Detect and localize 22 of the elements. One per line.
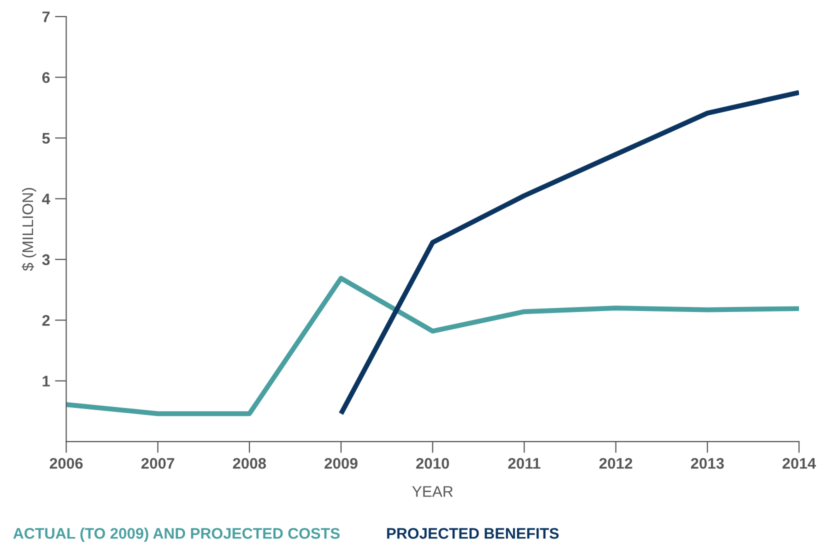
x-tick-label: 2010 [416, 458, 449, 469]
y-tick-label: 3 [42, 254, 50, 266]
y-tick-label: 5 [42, 133, 50, 144]
x-tick-label: 2007 [141, 458, 174, 469]
y-tick-label: 6 [42, 72, 50, 83]
text: ACTUAL (TO 2009) AND PROJECTED COSTS [13, 528, 340, 542]
x-tick-label: 2006 [50, 458, 83, 469]
line-series [338, 90, 800, 416]
line-series [66, 276, 800, 416]
x-tick-label: 2009 [324, 458, 358, 469]
y-tick-label: 4 [42, 194, 50, 204]
x-tick-label: 2011 [508, 458, 540, 469]
x-tick-label: 2014 [782, 458, 816, 469]
x-axis-title: YEAR [412, 486, 453, 497]
x-tick-label: 2012 [599, 458, 632, 469]
text: PROJECTED BENEFITS [387, 528, 559, 539]
y-tick-label: 7 [42, 12, 50, 22]
y-tick-label: 2 [42, 315, 50, 326]
x-tick-label: 2013 [690, 458, 724, 469]
y-axis-title: $ (MILLION) [22, 188, 36, 271]
y-tick-label: 1 [42, 376, 50, 386]
x-tick-label: 2008 [232, 458, 266, 469]
